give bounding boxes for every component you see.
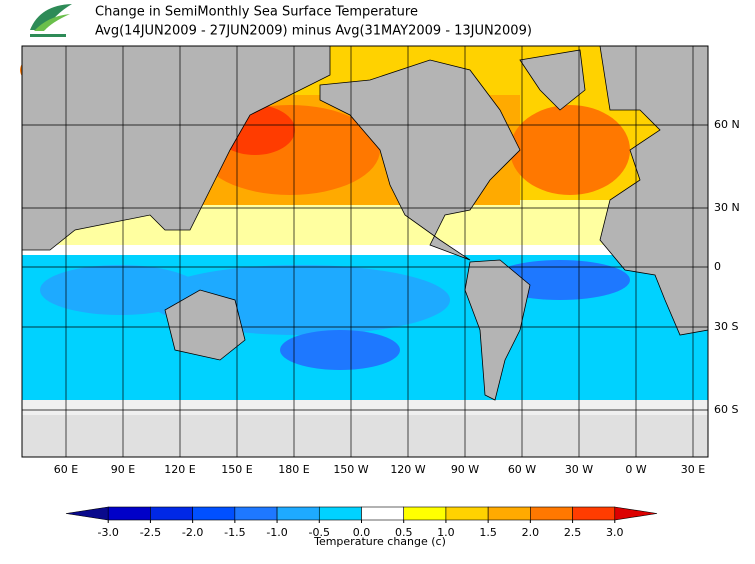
colorbar-label: Temperature change (c)	[313, 535, 446, 548]
colorbar-segment	[107, 506, 151, 521]
colorbar-arrow	[614, 506, 658, 521]
colorbar-segment	[276, 506, 320, 521]
colorbar-segment	[403, 506, 447, 521]
lon-label: 120 E	[164, 463, 195, 476]
colorbar-tick-label: 0.5	[395, 526, 413, 539]
colorbar-tick-label: 3.0	[606, 526, 624, 539]
colorbar-tick-label: -1.5	[224, 526, 245, 539]
lat-label: 60 N	[714, 118, 740, 131]
colorbar-tick-label: -0.5	[309, 526, 330, 539]
colorbar-segment	[487, 506, 531, 521]
colorbar-segment	[318, 506, 362, 521]
lat-label: 0	[714, 260, 721, 273]
lon-label: 30 W	[565, 463, 593, 476]
colorbar-tick-label: 1.5	[479, 526, 497, 539]
lon-label: 0 W	[625, 463, 646, 476]
lat-label: 30 N	[714, 201, 740, 214]
map	[20, 45, 709, 458]
lon-label: 150 W	[333, 463, 368, 476]
lon-label: 90 E	[111, 463, 135, 476]
colorbar-segment	[192, 506, 236, 521]
lon-label: 30 E	[681, 463, 705, 476]
lon-label: 60 E	[54, 463, 78, 476]
lon-label: 60 W	[508, 463, 536, 476]
logo	[30, 4, 72, 37]
lat-label: 60 S	[714, 403, 738, 416]
lon-label: 180 E	[278, 463, 309, 476]
lat-label: 30 S	[714, 320, 738, 333]
colorbar-segment	[445, 506, 489, 521]
colorbar-tick-label: -2.0	[182, 526, 203, 539]
title: Change in SemiMonthly Sea Surface Temper…	[95, 5, 418, 20]
lon-label: 150 E	[221, 463, 252, 476]
colorbar-tick-label: 2.0	[522, 526, 540, 539]
colorbar-tick-label: 2.5	[564, 526, 582, 539]
colorbar-segment	[234, 506, 278, 521]
colorbar-tick-label: 0.0	[353, 526, 371, 539]
colorbar-segment	[361, 506, 405, 521]
colorbar-segment	[572, 506, 616, 521]
lon-label: 120 W	[390, 463, 425, 476]
colorbar-tick-label: -1.0	[266, 526, 287, 539]
graticule	[22, 46, 708, 457]
subtitle: Avg(14JUN2009 - 27JUN2009) minus Avg(31M…	[95, 24, 532, 39]
colorbar-arrow	[65, 506, 109, 521]
lon-label: 90 W	[451, 463, 479, 476]
colorbar-segment	[530, 506, 573, 521]
colorbar-tick-label: 1.0	[437, 526, 455, 539]
colorbar-tick-label: -2.5	[140, 526, 161, 539]
colorbar-segment	[150, 506, 193, 521]
colorbar-tick-label: -3.0	[97, 526, 118, 539]
